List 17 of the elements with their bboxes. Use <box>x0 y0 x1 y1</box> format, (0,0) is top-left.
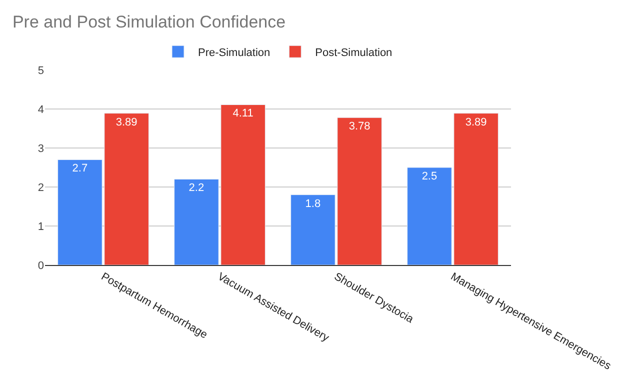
y-tick-label: 0 <box>38 260 44 272</box>
legend-label: Pre-Simulation <box>198 46 270 59</box>
data-label: 2.5 <box>422 170 438 182</box>
data-label: 2.2 <box>188 182 204 194</box>
data-label: 3.89 <box>116 116 138 128</box>
legend-label: Post-Simulation <box>315 46 392 59</box>
data-label: 2.7 <box>72 162 88 175</box>
chart-title: Pre and Post Simulation Confidence <box>12 12 286 32</box>
data-label: 3.89 <box>465 116 487 128</box>
y-tick-label: 2 <box>38 182 44 194</box>
data-label: 3.78 <box>348 120 370 133</box>
y-tick-label: 3 <box>38 142 44 155</box>
y-tick-label: 1 <box>38 220 44 233</box>
y-tick-label: 4 <box>38 104 44 116</box>
y-tick-label: 5 <box>38 64 44 77</box>
data-label: 1.8 <box>305 198 321 210</box>
data-label: 4.11 <box>232 108 254 120</box>
